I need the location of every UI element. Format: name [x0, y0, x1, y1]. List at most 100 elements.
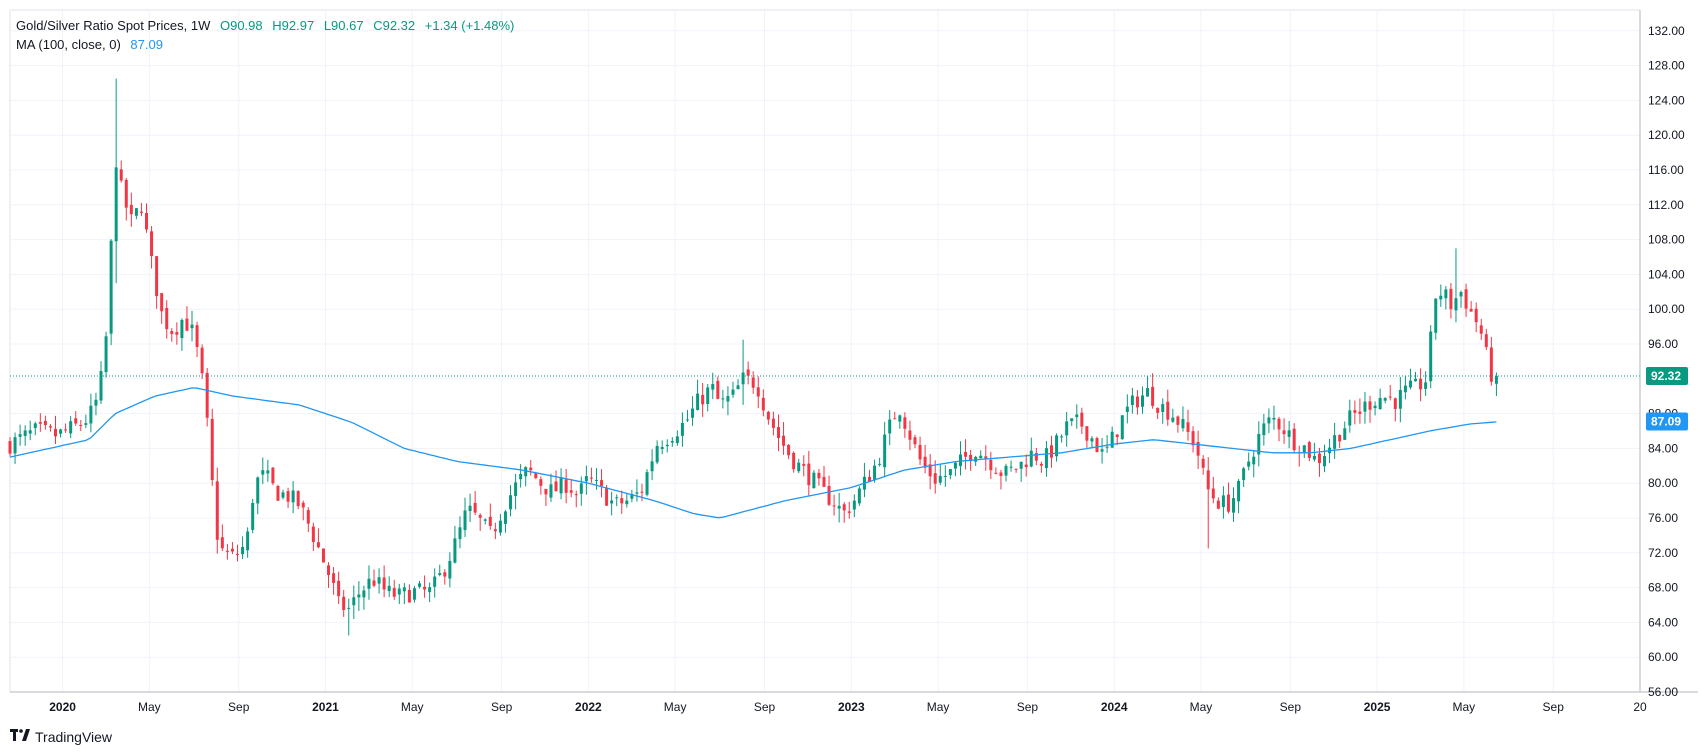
- candle-body: [943, 475, 947, 477]
- candle-body: [883, 434, 887, 468]
- candle-body: [1444, 289, 1448, 299]
- time-tick-label: Sep: [754, 700, 776, 714]
- candle-body: [1201, 458, 1205, 468]
- candle-body: [569, 490, 573, 493]
- candle-body: [448, 560, 452, 579]
- candle-body: [200, 347, 204, 374]
- candle-body: [286, 491, 290, 502]
- candle-body: [1272, 417, 1276, 420]
- candle-body: [756, 387, 760, 397]
- candle-body: [761, 397, 765, 411]
- legend-title[interactable]: Gold/Silver Ratio Spot Prices, 1W: [16, 18, 211, 33]
- candle-body: [847, 511, 851, 513]
- ma-price-tag-bg: [1646, 412, 1688, 431]
- candle-body: [301, 502, 305, 508]
- candle-body: [1353, 410, 1357, 413]
- time-tick-label: Sep: [1017, 700, 1039, 714]
- candle-body: [675, 436, 679, 444]
- candle-body: [1034, 453, 1038, 461]
- candle-body: [139, 211, 143, 213]
- candle-body: [428, 587, 432, 593]
- time-tick-label: May: [138, 700, 161, 714]
- candle-body: [296, 491, 300, 507]
- candle-body: [1257, 433, 1261, 455]
- candle-body: [18, 434, 22, 437]
- ma-price-tag-text: 87.09: [1651, 415, 1681, 429]
- candle-body: [241, 546, 245, 555]
- candle-body: [529, 467, 533, 471]
- time-axis[interactable]: 2020 May Sep 2021 May Sep 2022 May Sep 2023 May Sep…: [49, 700, 1647, 714]
- legend-ma-row: MA (100, close, 0) 87.09: [16, 35, 514, 54]
- candle-body: [276, 485, 280, 501]
- time-tick-label: 20: [1633, 700, 1647, 714]
- candle-body: [493, 529, 497, 532]
- candle-body: [1373, 405, 1377, 409]
- candle-body: [1343, 428, 1347, 440]
- candle-body: [1125, 406, 1129, 412]
- candle-body: [256, 477, 260, 504]
- candle-body: [999, 472, 1003, 476]
- candle-body: [1120, 415, 1124, 440]
- tradingview-brand[interactable]: TradingView: [10, 728, 112, 745]
- candle-body: [1408, 380, 1412, 388]
- candle-body: [443, 572, 447, 577]
- candle-body: [610, 500, 614, 504]
- candle-body: [696, 393, 700, 411]
- price-axis[interactable]: 132.00 128.00 124.00 120.00 116.00 112.00 108.…: [1648, 24, 1685, 699]
- candle-body: [832, 505, 836, 507]
- candle-body: [230, 548, 234, 552]
- candle-body: [347, 607, 351, 609]
- candle-body: [342, 596, 346, 610]
- candle-body: [549, 484, 553, 498]
- candle-body: [150, 231, 154, 257]
- candles-series: [8, 78, 1498, 636]
- candle-body: [1358, 411, 1362, 414]
- candle-body: [594, 479, 598, 481]
- candle-body: [1434, 298, 1438, 333]
- candle-body: [1237, 480, 1241, 502]
- candle-body: [210, 418, 214, 481]
- candle-body: [271, 467, 275, 484]
- candle-body: [716, 380, 720, 399]
- candle-body: [321, 548, 325, 563]
- candle-body: [1398, 390, 1402, 409]
- candle-body: [660, 447, 664, 450]
- candle-body: [807, 463, 811, 486]
- candle-body: [1459, 292, 1463, 297]
- candle-body: [691, 408, 695, 418]
- candle-body: [1171, 417, 1175, 422]
- price-tick-label: 80.00: [1648, 476, 1678, 490]
- candle-body: [362, 590, 366, 598]
- candle-body: [483, 519, 487, 521]
- candle-body: [827, 486, 831, 505]
- grid-lines: [10, 10, 1641, 693]
- candle-body: [28, 430, 32, 434]
- price-tick-label: 96.00: [1648, 337, 1678, 351]
- candle-body: [1044, 448, 1048, 469]
- legend-open: O90.98: [219, 18, 263, 33]
- candle-body: [69, 421, 73, 434]
- time-tick-label: Sep: [491, 700, 513, 714]
- candle-body: [1388, 396, 1392, 398]
- legend-ma-label[interactable]: MA (100, close, 0): [16, 37, 121, 52]
- candle-body: [1009, 466, 1013, 468]
- candle-body: [1065, 421, 1069, 436]
- candle-body: [1348, 410, 1352, 426]
- candle-body: [1151, 386, 1155, 406]
- candle-body: [1317, 453, 1321, 464]
- candle-body: [1262, 423, 1266, 436]
- tradingview-brand-text: TradingView: [35, 728, 113, 745]
- time-tick-label: Sep: [1280, 700, 1302, 714]
- candle-body: [1247, 461, 1251, 467]
- candle-body: [38, 422, 42, 424]
- candle-body: [8, 441, 12, 454]
- candle-body: [898, 415, 902, 422]
- candle-body: [1383, 397, 1387, 401]
- candle-body: [837, 505, 841, 509]
- candle-body: [124, 179, 128, 208]
- candle-body: [873, 465, 877, 480]
- candle-body: [190, 324, 194, 329]
- candle-body: [1277, 418, 1281, 430]
- candle-body: [372, 580, 376, 586]
